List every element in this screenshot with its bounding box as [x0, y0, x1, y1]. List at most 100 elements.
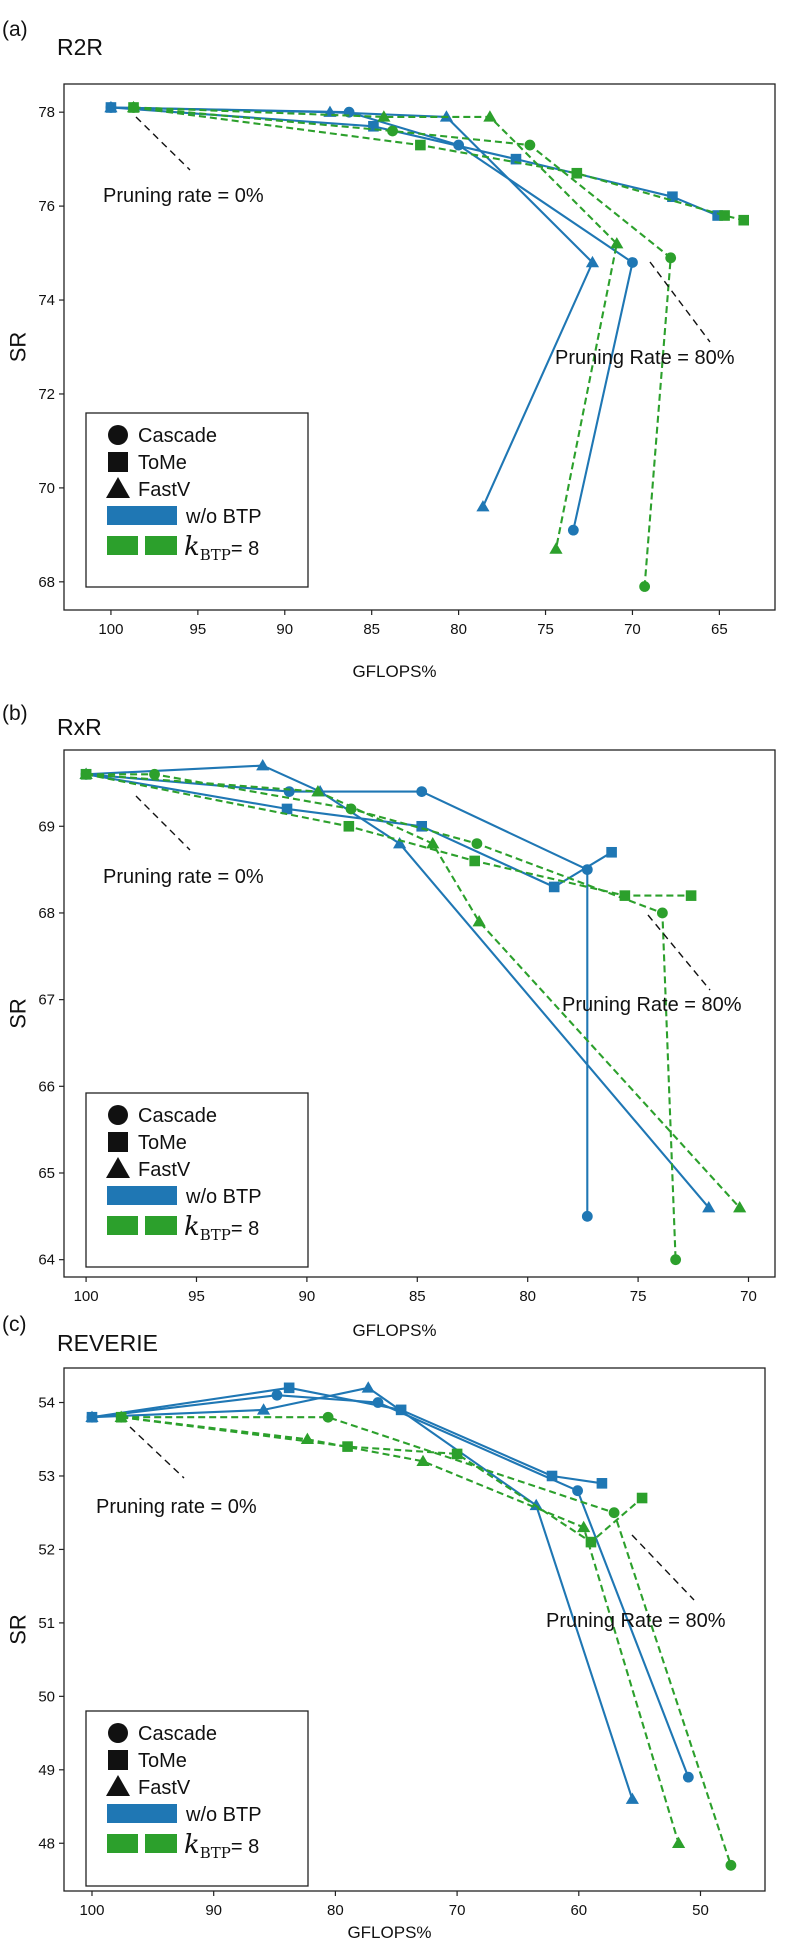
legend-blue-bar-icon	[107, 1186, 177, 1205]
legend-triangle-icon	[106, 1775, 130, 1796]
data-point-tome	[596, 1478, 608, 1489]
data-point-cascade	[656, 907, 668, 919]
data-point-fastv	[361, 1381, 375, 1393]
data-point-tome	[415, 139, 426, 151]
x-axis-label: GFLOPS%	[352, 662, 436, 681]
panel-letter: (b)	[2, 702, 28, 725]
data-point-tome	[619, 890, 631, 901]
legend-label-wo-btp: w/o BTP	[185, 506, 262, 528]
panel-letter: (c)	[2, 1313, 27, 1336]
data-point-tome	[343, 820, 355, 832]
legend: Cascade ToMe FastV w/o BTP kBTP= 8	[85, 1092, 309, 1268]
x-tick-label: 100	[98, 621, 123, 638]
y-axis-label: SR	[6, 998, 31, 1029]
y-tick-label: 76	[38, 198, 55, 215]
data-point-fastv	[610, 237, 624, 249]
legend-btp-subscript: BTP	[200, 1226, 231, 1244]
x-tick-label: 85	[363, 621, 380, 638]
data-point-cascade	[639, 581, 651, 592]
data-point-cascade	[682, 1771, 694, 1783]
data-point-tome	[719, 210, 730, 221]
data-point-tome	[342, 1441, 353, 1452]
data-point-cascade	[471, 838, 483, 850]
x-tick-label: 85	[409, 1288, 426, 1305]
data-point-cascade	[581, 1210, 593, 1222]
data-point-fastv	[671, 1836, 686, 1849]
legend-label-fastv: FastV	[138, 1777, 191, 1799]
data-point-tome	[281, 803, 293, 815]
data-point-cascade	[271, 1389, 283, 1401]
x-tick-label: 60	[570, 1902, 587, 1919]
panel-title: R2R	[57, 34, 103, 60]
y-tick-label: 48	[38, 1835, 55, 1852]
x-tick-label: 90	[299, 1288, 316, 1305]
data-point-tome	[416, 820, 428, 832]
data-point-cascade	[670, 1254, 682, 1266]
y-tick-label: 78	[38, 104, 55, 121]
y-axis-label: SR	[6, 332, 31, 363]
y-tick-label: 74	[38, 292, 55, 309]
plot-frame	[63, 1367, 766, 1892]
annotation-pruning-0: Pruning rate = 0%	[103, 185, 264, 207]
y-tick-label: 65	[38, 1165, 55, 1182]
legend-triangle-icon	[106, 1157, 130, 1178]
legend-label-cascade: Cascade	[138, 1723, 217, 1745]
data-point-cascade	[149, 768, 160, 780]
chart-panel-rxr: (b) RxR 100 95 90 85 80 75 70 64 65 66 67 68 69 GFLOPS%…	[2, 702, 776, 1340]
series-line-cascade-kbtp8	[121, 1416, 732, 1866]
data-point-fastv	[79, 767, 93, 780]
x-tick-label: 80	[327, 1902, 344, 1919]
legend: Cascade ToMe FastV w/o BTP kBTP= 8	[85, 412, 309, 588]
y-axis-label: SR	[6, 1614, 31, 1645]
data-point-cascade	[567, 524, 579, 536]
annotation-pruning-0: Pruning rate = 0%	[103, 866, 264, 888]
legend-k-value: = 8	[231, 538, 259, 560]
data-point-fastv	[104, 100, 118, 113]
legend-btp-subscript: BTP	[200, 546, 231, 564]
data-point-tome	[712, 210, 723, 221]
legend: Cascade ToMe FastV w/o BTP kBTP= 8	[85, 1710, 309, 1887]
data-point-tome	[685, 890, 697, 901]
data-point-tome	[548, 881, 560, 893]
chart-panel-r2r: (a) R2R 100 95 90 85 80 75 70 65 68 70 72 74 76 78 GFLOP…	[2, 18, 776, 681]
legend-k-symbol: k	[184, 532, 200, 562]
legend-k-value: = 8	[231, 1218, 259, 1240]
x-tick-label: 90	[205, 1902, 222, 1919]
data-point-cascade	[572, 1485, 583, 1497]
panel-title: REVERIE	[57, 1330, 158, 1356]
legend-label-fastv: FastV	[138, 1159, 191, 1181]
y-tick-label: 72	[38, 386, 55, 403]
annotation-pruning-80: Pruning Rate = 80%	[546, 1610, 726, 1632]
data-point-tome	[469, 855, 481, 867]
data-point-fastv	[256, 1403, 271, 1415]
x-tick-label: 80	[450, 621, 467, 638]
legend-k-value: = 8	[231, 1836, 259, 1858]
x-tick-label: 65	[711, 621, 728, 638]
series-line-tome-kbtp8	[121, 1416, 643, 1544]
data-point-fastv	[85, 1410, 99, 1422]
x-tick-label: 70	[449, 1902, 466, 1919]
data-point-fastv	[393, 837, 407, 849]
legend-triangle-icon	[106, 477, 130, 498]
data-point-cascade	[283, 786, 295, 798]
data-point-cascade	[524, 139, 536, 151]
y-tick-label: 69	[38, 818, 55, 835]
legend-circle-icon	[108, 1723, 128, 1743]
legend-square-icon	[108, 452, 128, 472]
y-tick-label: 53	[38, 1468, 55, 1485]
legend-k-symbol: k	[184, 1212, 200, 1242]
legend-label-tome: ToMe	[138, 1132, 187, 1154]
annotation-pruning-0: Pruning rate = 0%	[96, 1496, 257, 1518]
annotation-leader-0pct	[129, 1426, 185, 1479]
data-point-tome	[368, 120, 379, 132]
legend-blue-bar-icon	[107, 506, 177, 525]
data-point-fastv	[733, 1201, 747, 1213]
data-point-cascade	[387, 125, 398, 137]
data-point-tome	[510, 153, 522, 165]
x-tick-label: 75	[630, 1288, 647, 1305]
data-point-tome	[738, 214, 750, 226]
legend-green-bar-icon	[107, 1834, 138, 1853]
data-point-fastv	[702, 1201, 716, 1213]
series-line-tome-kbtp8	[133, 106, 744, 222]
